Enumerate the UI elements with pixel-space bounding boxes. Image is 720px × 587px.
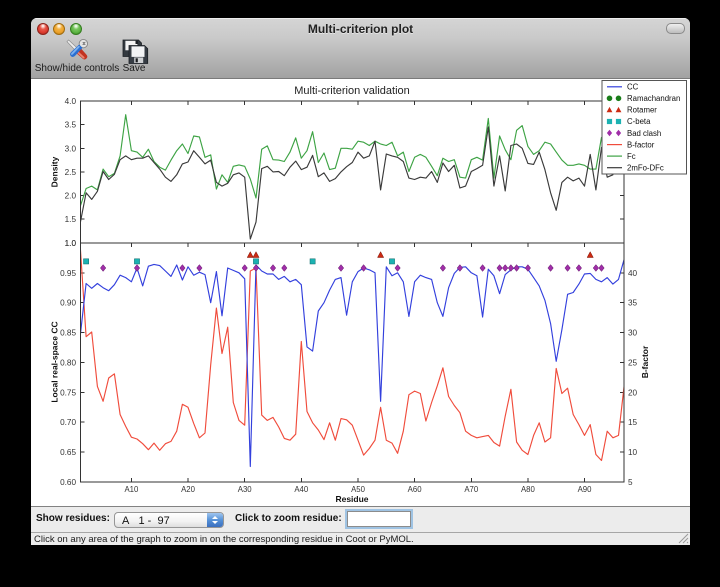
svg-text:0.95: 0.95	[60, 269, 76, 278]
svg-text:A50: A50	[351, 485, 366, 494]
svg-text:Residue: Residue	[335, 494, 368, 504]
svg-text:0.70: 0.70	[60, 418, 76, 427]
svg-text:20: 20	[628, 388, 638, 397]
svg-text:15: 15	[628, 418, 638, 427]
svg-text:35: 35	[628, 299, 638, 308]
svg-text:Fc: Fc	[627, 152, 636, 161]
svg-text:Density: Density	[50, 156, 60, 187]
svg-text:Local real-space CC: Local real-space CC	[50, 321, 60, 402]
svg-text:2mFo-DFc: 2mFo-DFc	[627, 164, 664, 173]
svg-text:A30: A30	[238, 485, 253, 494]
svg-text:4.0: 4.0	[65, 97, 77, 106]
svg-text:A60: A60	[408, 485, 423, 494]
svg-text:10: 10	[628, 448, 638, 457]
svg-text:Multi-criterion validation: Multi-criterion validation	[294, 85, 410, 97]
svg-text:2.5: 2.5	[65, 168, 77, 177]
svg-text:A20: A20	[181, 485, 196, 494]
svg-text:0.75: 0.75	[60, 388, 76, 397]
svg-text:Bad clash: Bad clash	[627, 129, 661, 138]
svg-text:0.65: 0.65	[60, 448, 76, 457]
svg-text:40: 40	[628, 269, 638, 278]
svg-text:5: 5	[628, 478, 633, 487]
svg-text:25: 25	[628, 358, 638, 367]
svg-text:B-factor: B-factor	[640, 345, 650, 378]
svg-text:A80: A80	[521, 485, 536, 494]
svg-text:0.80: 0.80	[60, 358, 76, 367]
svg-text:A70: A70	[464, 485, 479, 494]
svg-text:3.0: 3.0	[65, 144, 77, 153]
svg-text:B-factor: B-factor	[627, 140, 655, 149]
svg-text:1.0: 1.0	[65, 239, 77, 248]
svg-text:30: 30	[628, 329, 638, 338]
svg-text:2.0: 2.0	[65, 192, 77, 201]
svg-text:1.5: 1.5	[65, 215, 77, 224]
svg-text:C-beta: C-beta	[627, 117, 651, 126]
svg-text:Rotamer: Rotamer	[627, 106, 657, 115]
svg-text:3.5: 3.5	[65, 121, 77, 130]
svg-text:A10: A10	[124, 485, 139, 494]
svg-text:0.60: 0.60	[60, 478, 76, 487]
svg-text:Ramachandran: Ramachandran	[627, 94, 680, 103]
svg-text:1.0: 1.0	[65, 239, 77, 248]
svg-text:A40: A40	[294, 485, 309, 494]
svg-text:0.90: 0.90	[60, 299, 76, 308]
svg-text:A90: A90	[578, 485, 593, 494]
svg-text:0.85: 0.85	[60, 329, 76, 338]
svg-text:CC: CC	[627, 83, 639, 92]
